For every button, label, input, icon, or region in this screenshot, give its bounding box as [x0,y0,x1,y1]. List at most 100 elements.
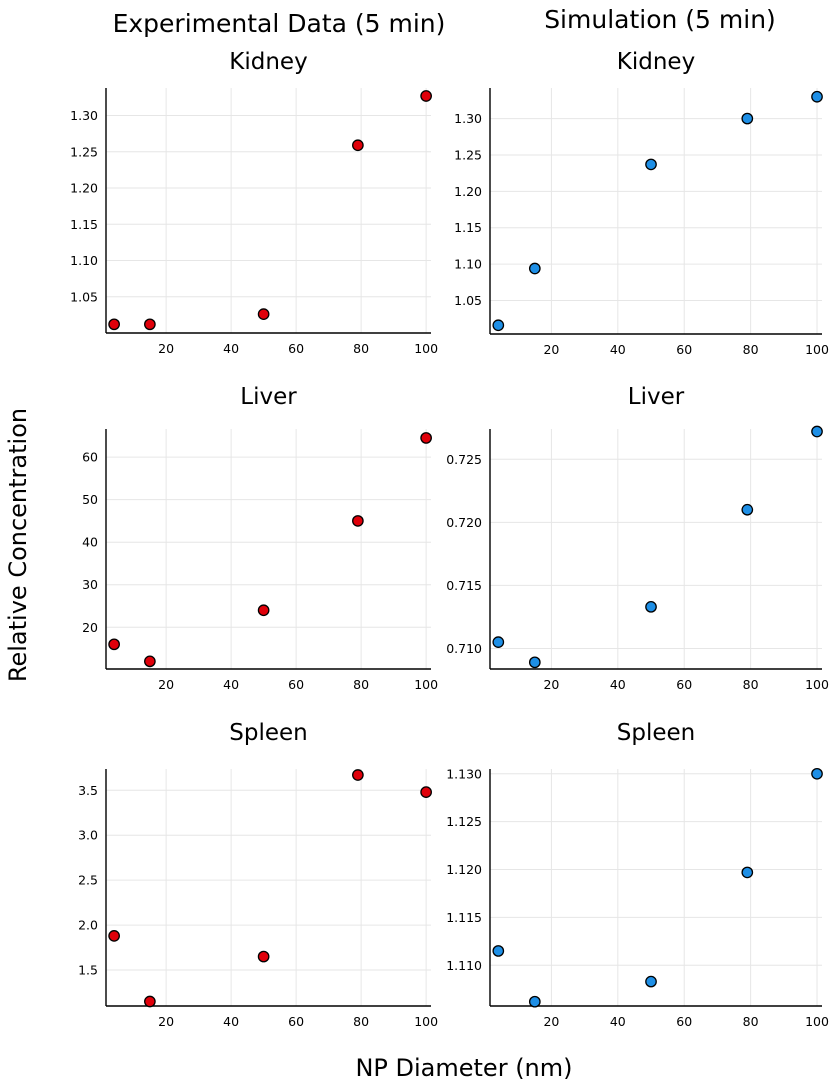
data-point [108,930,120,942]
x-tick-label: 100 [805,677,829,692]
panel-liver-simulation: Liver 20 40 60 80 100 0.710 0.715 0.720 0.725 [446,384,829,692]
y-tick-label: 1.25 [70,144,98,159]
panel-title: Liver [628,384,685,410]
data-point [645,600,657,613]
y-tick-label: 2.0 [78,918,98,933]
x-tick-label: 40 [223,1014,239,1029]
x-tick-label: 100 [414,341,438,356]
panel-title: Spleen [617,720,695,746]
data-point [257,604,270,617]
y-tick-label: 0.715 [446,578,482,593]
x-tick-label: 60 [676,1014,692,1029]
y-tick-label: 1.05 [454,293,482,308]
y-tick-label: 1.115 [446,910,482,925]
y-tick-label: 0.720 [446,515,482,530]
data-point [492,319,505,332]
y-tick-label: 1.10 [70,253,98,268]
y-tick-label: 1.30 [454,111,482,126]
data-point [420,90,432,102]
x-tick-label: 20 [543,1014,559,1029]
data-point [741,112,754,125]
x-tick-label: 20 [158,677,174,692]
x-tick-label: 80 [353,341,369,356]
data-point [144,318,156,331]
y-tick-label: 30 [82,577,98,592]
data-point [144,655,156,668]
panels: Kidney 20 40 60 80 100 1.05 1.10 1.15 1.20 1.25 1.3… [70,49,829,1029]
panel-spleen-experimental: Spleen 20 40 60 80 100 1.5 2.0 2.5 3.0 3.5 [78,720,438,1029]
x-tick-label: 80 [743,677,759,692]
panel-title: Kidney [617,49,695,75]
data-point [528,656,541,669]
x-tick-label: 60 [288,341,304,356]
y-tick-label: 1.20 [454,184,482,199]
x-tick-label: 20 [543,677,559,692]
data-point [811,425,823,438]
data-point [492,945,505,957]
x-tick-label: 40 [610,1014,626,1029]
y-tick-label: 1.10 [454,257,482,272]
data-point [492,636,505,648]
y-tick-label: 1.30 [70,108,98,123]
y-tick-label: 1.125 [446,814,482,829]
data-point [811,90,823,103]
data-point [420,432,432,444]
x-tick-label: 80 [743,1014,759,1029]
y-tick-label: 20 [82,620,98,635]
x-tick-label: 100 [414,677,438,692]
x-tick-label: 100 [805,1014,829,1029]
data-point [108,638,120,651]
x-tick-label: 60 [676,342,692,357]
column-title-experimental: Experimental Data (5 min) [113,9,446,38]
data-point [257,308,270,321]
x-tick-label: 40 [610,677,626,692]
x-tick-label: 100 [805,342,829,357]
x-tick-label: 80 [353,677,369,692]
y-tick-label: 1.20 [70,181,98,196]
y-tick-label: 40 [82,535,98,550]
data-point [645,975,657,988]
x-tick-label: 20 [158,341,174,356]
x-tick-label: 80 [353,1014,369,1029]
y-tick-label: 1.05 [70,289,98,304]
y-tick-label: 1.130 [446,766,482,781]
y-tick-label: 1.120 [446,862,482,877]
data-point [741,866,754,879]
x-axis-label: NP Diameter (nm) [355,1054,572,1082]
y-tick-label: 1.110 [446,958,482,973]
y-tick-label: 50 [82,492,98,507]
y-tick-label: 3.0 [78,828,98,843]
y-tick-label: 1.25 [454,147,482,162]
x-tick-label: 60 [676,677,692,692]
panel-spleen-simulation: Spleen 20 40 60 80 100 1.110 1.115 1.120 1.125 1.1… [446,720,829,1029]
x-tick-label: 100 [414,1014,438,1029]
y-tick-label: 2.5 [78,873,98,888]
data-point [352,769,364,781]
panel-kidney-experimental: Kidney 20 40 60 80 100 1.05 1.10 1.15 1.20 1.25 1.3… [70,49,438,356]
panel-title: Liver [240,384,297,410]
y-tick-label: 3.5 [78,783,98,798]
x-tick-label: 20 [158,1014,174,1029]
x-tick-label: 80 [743,342,759,357]
panel-kidney-simulation: Kidney 20 40 60 80 100 1.05 1.10 1.15 1.20 1.25 1.3… [454,49,829,357]
data-point [741,503,754,516]
y-axis-label: Relative Concentration [4,408,32,682]
y-tick-label: 0.710 [446,641,482,656]
panel-title: Kidney [229,49,307,75]
y-tick-label: 1.15 [454,220,482,235]
data-point [528,995,541,1008]
panel-title: Spleen [229,720,307,746]
x-tick-label: 60 [288,1014,304,1029]
y-tick-label: 0.725 [446,452,482,467]
data-point [811,767,823,780]
data-point [645,158,657,171]
y-tick-label: 60 [82,450,98,465]
data-point [144,995,156,1008]
x-tick-label: 40 [223,677,239,692]
panel-liver-experimental: Liver 20 40 60 80 100 20 30 40 50 60 [82,384,438,692]
x-tick-label: 20 [543,342,559,357]
data-point [528,262,541,275]
data-point [420,786,432,798]
data-point [352,139,364,152]
